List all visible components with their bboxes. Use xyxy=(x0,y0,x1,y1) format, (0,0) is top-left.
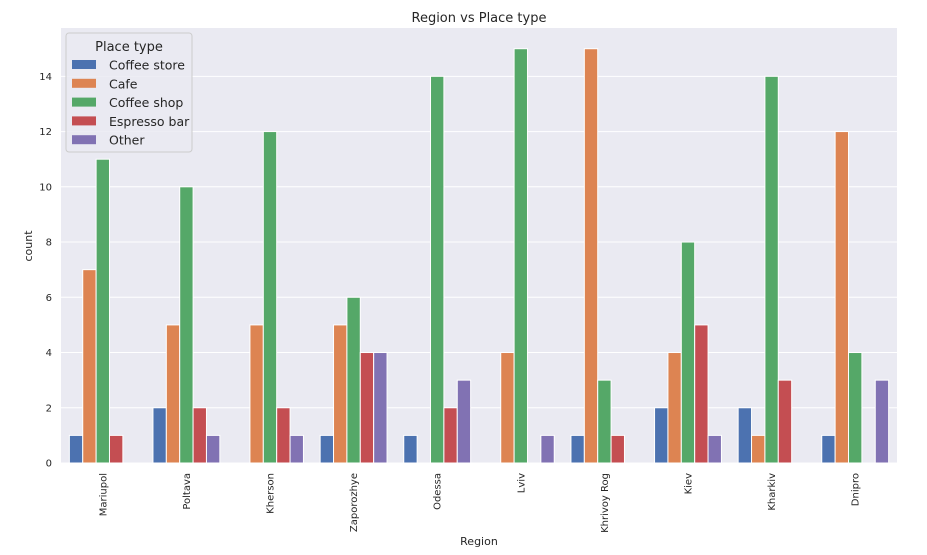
x-tick-label: Poltava xyxy=(182,473,193,510)
y-tick-label: 10 xyxy=(39,182,52,193)
bar xyxy=(165,324,181,464)
bar xyxy=(289,434,304,464)
bar xyxy=(262,131,278,464)
y-axis-title: count xyxy=(22,230,35,262)
legend-items: Coffee store Cafe Coffee shop Espresso bar O… xyxy=(72,58,190,148)
bar xyxy=(108,434,124,464)
bar xyxy=(319,434,335,464)
legend: Place type Coffee store Cafe Coffee shop Es… xyxy=(65,32,193,153)
bar xyxy=(848,352,863,464)
legend-label: Espresso bar xyxy=(109,114,190,129)
bar xyxy=(443,407,458,464)
y-tick-label: 2 xyxy=(46,403,52,414)
y-tick-label: 4 xyxy=(46,348,52,359)
bar xyxy=(333,324,348,464)
bar xyxy=(570,434,585,464)
bar xyxy=(82,269,97,464)
y-tick-label: 12 xyxy=(39,127,52,138)
legend-swatch xyxy=(72,97,96,107)
bar xyxy=(152,407,167,464)
y-tick-label: 14 xyxy=(39,72,52,83)
x-tick-label: Kharkiv xyxy=(767,473,778,511)
bar xyxy=(179,186,194,464)
bar xyxy=(667,352,682,464)
legend-label: Coffee store xyxy=(109,58,185,73)
bar xyxy=(737,407,753,464)
bar xyxy=(694,324,709,464)
plot-background xyxy=(61,28,897,463)
bar xyxy=(751,434,766,464)
bar xyxy=(834,131,850,464)
bar xyxy=(346,296,361,464)
legend-label: Cafe xyxy=(109,76,138,91)
bar xyxy=(654,407,669,464)
bar xyxy=(874,379,890,464)
bar xyxy=(68,434,84,464)
bars xyxy=(68,48,890,464)
y-tick-label: 8 xyxy=(46,238,52,249)
x-tick-label: Kiev xyxy=(684,473,695,494)
x-tick-label: Lviv xyxy=(516,473,527,493)
bar xyxy=(707,434,722,464)
legend-label: Coffee shop xyxy=(109,95,183,110)
legend-title: Place type xyxy=(95,40,163,55)
legend-box xyxy=(65,32,193,153)
bar xyxy=(95,158,110,464)
legend-swatch xyxy=(72,78,96,88)
bar xyxy=(821,434,836,464)
x-axis-title: Region xyxy=(460,535,498,548)
y-tick-label: 6 xyxy=(46,293,52,304)
bar xyxy=(430,75,445,464)
y-axis-ticks: 0 2 4 6 8 10 12 14 xyxy=(39,72,52,470)
x-tick-label: Khrivoy Rog xyxy=(600,473,611,533)
legend-swatch xyxy=(72,116,96,126)
bar xyxy=(513,48,528,464)
x-tick-label: Dnipro xyxy=(851,473,862,506)
bar xyxy=(764,75,779,464)
x-tick-label: Mariupol xyxy=(98,473,109,516)
bar xyxy=(276,407,291,464)
bar xyxy=(373,352,388,464)
legend-swatch xyxy=(72,135,96,145)
x-tick-label: Odessa xyxy=(433,473,444,510)
x-tick-label: Zaporozhye xyxy=(349,473,360,532)
bar xyxy=(610,434,625,464)
bar xyxy=(680,241,696,464)
bar xyxy=(597,379,612,464)
bar xyxy=(192,407,207,464)
bar xyxy=(540,434,555,464)
bar xyxy=(249,324,264,464)
bar xyxy=(403,434,418,464)
legend-label: Other xyxy=(109,133,145,148)
x-axis-ticks: Mariupol Poltava Kherson Zaporozhye Odessa Lv… xyxy=(98,473,861,533)
chart-title: Region vs Place type xyxy=(412,11,547,26)
bar xyxy=(359,352,375,464)
bar xyxy=(500,352,515,464)
legend-swatch xyxy=(72,60,96,69)
bar xyxy=(456,379,472,464)
x-tick-label: Kherson xyxy=(266,473,277,514)
y-tick-label: 0 xyxy=(46,459,52,470)
bar xyxy=(583,48,599,464)
bar xyxy=(205,434,221,464)
bar xyxy=(777,379,793,464)
